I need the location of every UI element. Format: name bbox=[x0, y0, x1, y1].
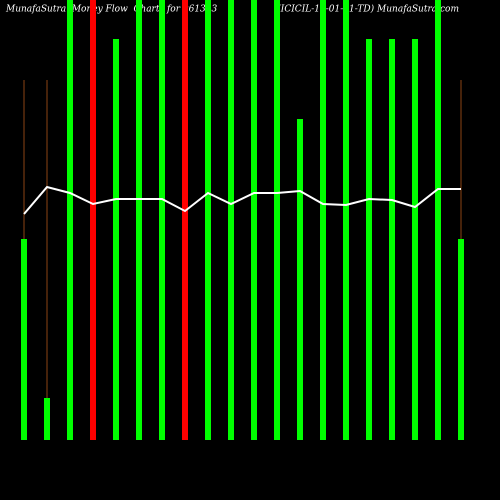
bar bbox=[228, 0, 234, 440]
bar bbox=[205, 0, 211, 440]
bar bbox=[458, 239, 464, 440]
bar bbox=[21, 239, 27, 440]
bar bbox=[412, 39, 418, 440]
bar bbox=[67, 0, 73, 440]
bar bbox=[274, 0, 280, 440]
bar bbox=[113, 39, 119, 440]
bar bbox=[159, 0, 165, 440]
bar bbox=[182, 0, 188, 440]
bar bbox=[320, 0, 326, 440]
bar bbox=[251, 0, 257, 440]
bar bbox=[136, 0, 142, 440]
bar bbox=[90, 0, 96, 440]
bar bbox=[297, 119, 303, 440]
bar bbox=[343, 0, 349, 440]
bar bbox=[389, 39, 395, 440]
bar bbox=[366, 39, 372, 440]
bar bbox=[44, 398, 50, 440]
bar bbox=[435, 0, 441, 440]
flow-line bbox=[23, 185, 461, 215]
